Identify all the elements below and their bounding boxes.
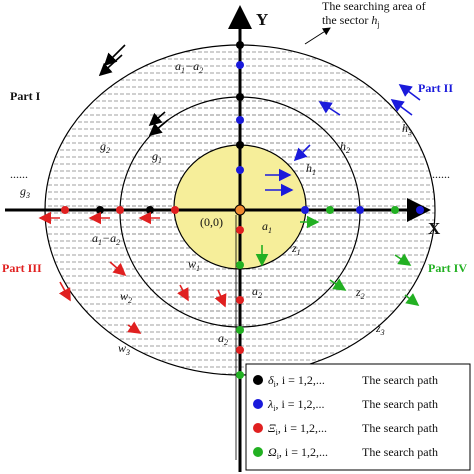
label-base: w xyxy=(120,289,128,303)
curve-label: a1 xyxy=(262,219,272,235)
difference-label: a1−a2 xyxy=(92,231,120,247)
axis-markers xyxy=(61,41,424,379)
label-base: z xyxy=(375,321,381,335)
label-base: a xyxy=(262,219,268,233)
legend-symbol: λ xyxy=(267,397,273,411)
legend-entry: Ωi, i = 1,2,... xyxy=(268,445,328,461)
origin-label: (0,0) xyxy=(200,215,223,229)
legend-text: The search path xyxy=(362,397,438,411)
ellipsis: ...... xyxy=(10,167,28,181)
label-sub: 2 xyxy=(258,291,262,300)
curve-label: g1 xyxy=(152,149,162,165)
curve-label: w2 xyxy=(120,289,132,305)
curve-label: z1 xyxy=(291,241,301,257)
label-base: z xyxy=(291,241,297,255)
part-label: Part III xyxy=(2,261,42,275)
label-sub: 3 xyxy=(380,328,385,337)
curve-label: w3 xyxy=(118,341,130,357)
label-base: g xyxy=(152,149,158,163)
legend-index: , i = 1,2,... xyxy=(276,373,325,387)
legend-symbol: Ξ xyxy=(268,421,276,435)
label-base: a xyxy=(218,331,224,345)
label-base: z xyxy=(355,285,361,299)
curve-label: g2 xyxy=(100,139,110,155)
part-label: Part II xyxy=(418,81,453,95)
legend-marker xyxy=(253,399,263,409)
label-sub: 2 xyxy=(106,146,110,155)
label-sub: 2 xyxy=(224,338,228,347)
legend-marker xyxy=(253,423,263,433)
label-base: h xyxy=(402,121,408,135)
y-axis-label: Y xyxy=(256,10,268,29)
legend-entry: λi, i = 1,2,... xyxy=(267,397,325,413)
label-sub: 1 xyxy=(268,226,272,235)
label-sub: 1 xyxy=(196,264,200,273)
part-label: Part I xyxy=(10,89,41,103)
legend-sub: i xyxy=(277,452,280,461)
curve-label: h2 xyxy=(340,139,350,155)
curve-label: g3 xyxy=(20,184,30,200)
legend-index: , i = 1,2,... xyxy=(275,397,324,411)
label-base: h xyxy=(306,161,312,175)
legend-text: The search path xyxy=(362,373,438,387)
legend-entry: δi, i = 1,2,... xyxy=(268,373,325,389)
label-sub: 3 xyxy=(25,191,30,200)
label-sub: 2 xyxy=(346,146,350,155)
label-base: g xyxy=(20,184,26,198)
legend-sub: i xyxy=(276,428,279,437)
x-axis-label: X xyxy=(428,219,441,238)
curve-label: h3 xyxy=(402,121,412,137)
annotation-symbol: h xyxy=(371,13,377,27)
legend-box xyxy=(245,363,471,471)
legend-symbol: Ω xyxy=(268,445,277,459)
legend-text: The search path xyxy=(362,421,438,435)
legend-sub: i xyxy=(273,404,276,413)
search-arrows xyxy=(38,27,421,334)
annotation-sub: j xyxy=(376,20,379,29)
label-sub: 1 xyxy=(158,156,162,165)
legend-index: , i = 1,2,... xyxy=(279,445,328,459)
label-sub: 2 xyxy=(128,296,132,305)
label-sub: 1 xyxy=(312,168,316,177)
annotation-line2: the sector hj xyxy=(322,13,380,29)
label-sub: 3 xyxy=(407,128,412,137)
label-base: w xyxy=(188,257,196,271)
legend-index: , i = 1,2,... xyxy=(278,421,327,435)
annotation-text: the sector xyxy=(322,13,371,27)
legend-sub: i xyxy=(274,380,277,389)
label-base: h xyxy=(340,139,346,153)
legend-entry: Ξi, i = 1,2,... xyxy=(268,421,327,437)
legend-marker xyxy=(253,447,263,457)
label-base: g xyxy=(100,139,106,153)
label-base: a xyxy=(252,284,258,298)
label-base: w xyxy=(118,341,126,355)
legend-marker xyxy=(253,375,263,385)
part-label: Part IV xyxy=(428,261,467,275)
ellipsis: ...... xyxy=(432,167,450,181)
label-sub: 3 xyxy=(125,348,130,357)
curve-label: z3 xyxy=(375,321,385,337)
curve-label: a2 xyxy=(252,284,262,300)
annotation-line1: The searching area of xyxy=(322,0,426,13)
legend-text: The search path xyxy=(362,445,438,459)
curve-label: a2 xyxy=(218,331,228,347)
difference-label: a1−a2 xyxy=(175,59,203,75)
origin-point xyxy=(234,204,246,216)
curve-label: w1 xyxy=(188,257,200,273)
label-sub: 1 xyxy=(297,248,301,257)
curve-label: z2 xyxy=(355,285,365,301)
legend-symbol: δ xyxy=(268,373,274,387)
label-sub: 2 xyxy=(361,292,365,301)
curve-label: h1 xyxy=(306,161,316,177)
